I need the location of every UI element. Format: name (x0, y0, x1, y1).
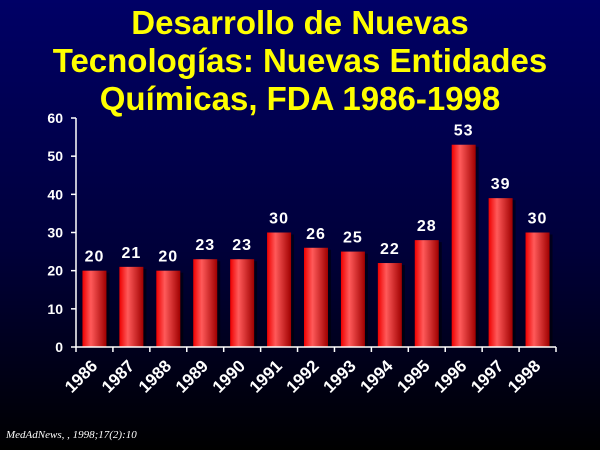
data-label-1989: 23 (195, 237, 215, 254)
data-label-1997: 39 (491, 176, 511, 193)
data-label-1994: 22 (380, 241, 400, 258)
data-label-1993: 25 (343, 230, 363, 247)
bar-1995 (414, 240, 439, 347)
y-tick-label-20: 20 (47, 263, 63, 279)
x-tick-label-1996: 1996 (430, 356, 470, 396)
x-tick-label-1994: 1994 (356, 356, 397, 397)
data-label-1998: 30 (528, 211, 548, 228)
bar-1990 (230, 259, 255, 347)
bar-1997 (488, 198, 513, 347)
y-tick-label-30: 30 (47, 225, 63, 241)
x-tick-label-1990: 1990 (209, 356, 249, 396)
y-tick-label-0: 0 (55, 339, 63, 355)
data-label-1992: 26 (306, 226, 326, 243)
source-citation: MedAdNews, , 1998;17(2):10 (6, 429, 137, 441)
chart-title-line-2: Tecnologías: Nuevas Entidades (52, 42, 548, 79)
chart-title-line-1: Desarrollo de Nuevas (131, 4, 469, 41)
x-tick-label-1991: 1991 (246, 356, 286, 396)
y-tick-label-50: 50 (47, 148, 63, 164)
bar-1992 (304, 247, 328, 347)
chart-title: Desarrollo de Nuevas Tecnologías: Nuevas… (0, 4, 600, 118)
data-label-1988: 20 (158, 249, 178, 266)
data-label-1991: 30 (269, 211, 289, 228)
bar-1998 (525, 232, 550, 347)
x-tick-label-1986: 1986 (61, 356, 101, 396)
bar-1987 (119, 266, 144, 347)
bar-1986 (82, 270, 107, 347)
x-tick-label-1987: 1987 (98, 356, 138, 396)
bar-1993 (340, 251, 365, 347)
bar-1994 (377, 263, 402, 347)
x-tick-label-1988: 1988 (135, 356, 175, 396)
chart-title-line-3: Químicas, FDA 1986-1998 (99, 80, 501, 117)
data-label-1986: 20 (85, 249, 105, 266)
data-label-1995: 28 (417, 218, 437, 235)
x-tick-label-1997: 1997 (467, 356, 507, 396)
y-tick-label-40: 40 (47, 186, 63, 202)
bar-1989 (193, 259, 218, 347)
y-tick-label-60: 60 (47, 110, 63, 126)
data-label-1990: 23 (232, 237, 252, 254)
x-tick-label-1993: 1993 (320, 356, 360, 396)
x-tick-label-1995: 1995 (393, 356, 433, 396)
y-tick-label-10: 10 (47, 301, 63, 317)
x-tick-label-1998: 1998 (504, 356, 544, 396)
x-tick-label-1989: 1989 (172, 356, 212, 396)
data-label-1996: 53 (454, 123, 474, 140)
data-label-1987: 21 (121, 245, 141, 262)
x-tick-label-1992: 1992 (283, 356, 323, 396)
labels-group: 20 21 20 23 23 30 26 25 22 28 53 39 30 (85, 123, 548, 266)
bar-1991 (267, 232, 292, 347)
bar-1988 (156, 270, 181, 347)
bar-1996 (451, 144, 476, 347)
bars-group (82, 144, 553, 347)
